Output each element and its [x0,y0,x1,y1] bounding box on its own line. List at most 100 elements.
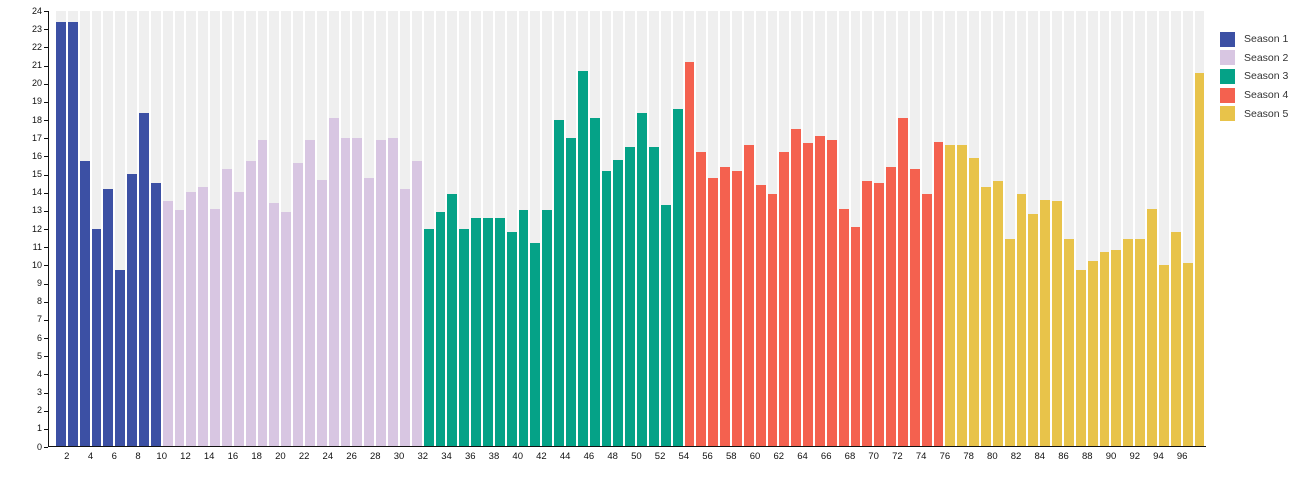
bar-slot-episode-63 [790,11,802,446]
bar-slot-episode-35 [458,11,470,446]
x-tick-label: 36 [464,451,476,462]
y-tick-label: 4 [36,368,42,379]
y-tick-label: 22 [31,41,42,52]
bar-episode-31-season-2 [411,161,422,446]
bar-slot-episode-80 [992,11,1004,446]
background-column [1004,11,1015,446]
x-tick-label: 62 [773,451,785,462]
x-tick-label: 10 [156,451,168,462]
legend-label: Season 4 [1244,89,1289,102]
bar-slot-episode-6 [114,11,126,446]
bar-episode-52-season-3 [660,204,671,446]
bar-slot-episode-4 [91,11,103,446]
background-column [1123,11,1134,446]
bar-slot-episode-73 [909,11,921,446]
y-tick-mark [44,338,48,339]
bar-episode-54-season-4 [684,61,695,446]
y-tick-label: 10 [31,259,42,270]
bar-episode-92-season-5 [1135,239,1146,446]
y-tick-label: 14 [31,187,42,198]
bar-episode-86-season-5 [1064,239,1074,446]
bar-episode-57-season-4 [720,166,730,446]
y-tick-label: 7 [36,314,42,325]
bar-episode-28-season-2 [376,139,387,446]
bar-slot-episode-18 [257,11,269,446]
bar-episode-7-season-1 [127,174,138,446]
bar-episode-69-season-4 [862,181,873,446]
x-tick-label: 16 [227,451,239,462]
bar-episode-47-season-3 [601,170,612,446]
y-tick-label: 11 [32,241,42,252]
bar-slot-episode-79 [980,11,992,446]
bar-slot-episode-90 [1110,11,1122,446]
bar-slot-episode-49 [624,11,636,446]
bar-episode-40-season-3 [518,210,529,446]
bar-slot-episode-68 [850,11,862,446]
x-tick-label: 28 [370,451,381,462]
bar-episode-6-season-1 [115,270,126,446]
x-tick-label: 58 [725,451,737,462]
legend-item-season-5: Season 5 [1220,104,1288,123]
bar-episode-39-season-3 [506,232,517,446]
x-tick-label: 66 [820,451,832,462]
y-tick-mark [44,428,48,430]
bar-slot-episode-9 [150,11,162,446]
bar-episode-9-season-1 [150,183,161,446]
bar-slot-episode-30 [399,11,411,446]
bar-episode-60-season-4 [755,185,766,446]
bar-episode-80-season-5 [992,181,1003,446]
bar-episode-44-season-3 [565,137,576,446]
bar-episode-75-season-4 [933,141,944,446]
bar-slot-episode-20 [280,11,292,446]
x-tick-label: 46 [583,451,595,462]
bar-slot-episode-76 [944,11,956,446]
bar-episode-18-season-2 [257,139,268,446]
x-tick-label: 38 [488,451,500,462]
background-column [1111,11,1122,446]
bar-slot-episode-54 [684,11,696,446]
y-tick-label: 23 [31,23,42,34]
bar-episode-79-season-5 [981,186,991,446]
x-tick-label: 82 [1010,451,1022,462]
bar-episode-12-season-2 [186,192,197,446]
bar-slot-episode-69 [861,11,873,446]
y-tick-label: 24 [31,5,42,16]
bar-slot-episode-33 [435,11,447,446]
legend-label: Season 2 [1244,51,1289,64]
bar-slot-episode-96 [1182,11,1194,446]
background-column [1087,11,1098,446]
bar-episode-19-season-2 [269,203,280,446]
x-tick-label: 96 [1176,451,1188,462]
y-tick-mark [44,83,48,85]
y-tick-mark [44,247,48,249]
y-tick-mark [44,210,48,212]
bar-slot-episode-26 [351,11,363,446]
x-tick-label: 50 [631,451,642,462]
bar-episode-29-season-2 [388,137,398,446]
bar-episode-35-season-3 [459,228,470,446]
bar-slot-episode-78 [968,11,980,446]
bar-slot-episode-88 [1087,11,1099,446]
bar-episode-21-season-2 [293,163,304,446]
bar-slot-episode-52 [660,11,672,446]
bar-slot-episode-27 [363,11,375,446]
bar-slot-episode-11 [174,11,186,446]
y-tick-mark [44,319,48,321]
bar-slot-episode-19 [268,11,280,446]
legend-swatch-season-5 [1220,106,1235,122]
bar-slot-episode-57 [719,11,731,446]
x-tick-label: 44 [559,451,571,462]
bar-episode-81-season-5 [1004,239,1015,446]
y-tick-mark [44,392,48,394]
y-tick-mark [44,47,48,49]
legend-swatch-season-3 [1220,68,1235,84]
y-tick-mark [44,229,48,230]
y-tick-mark [44,447,48,448]
bar-episode-58-season-4 [731,170,742,446]
bar-episode-84-season-5 [1040,199,1051,446]
bar-episode-23-season-2 [316,179,327,446]
x-tick-label: 4 [87,451,94,462]
x-tick-label: 76 [939,451,951,462]
bar-episode-5-season-1 [103,188,114,446]
bar-episode-8-season-1 [139,112,149,446]
